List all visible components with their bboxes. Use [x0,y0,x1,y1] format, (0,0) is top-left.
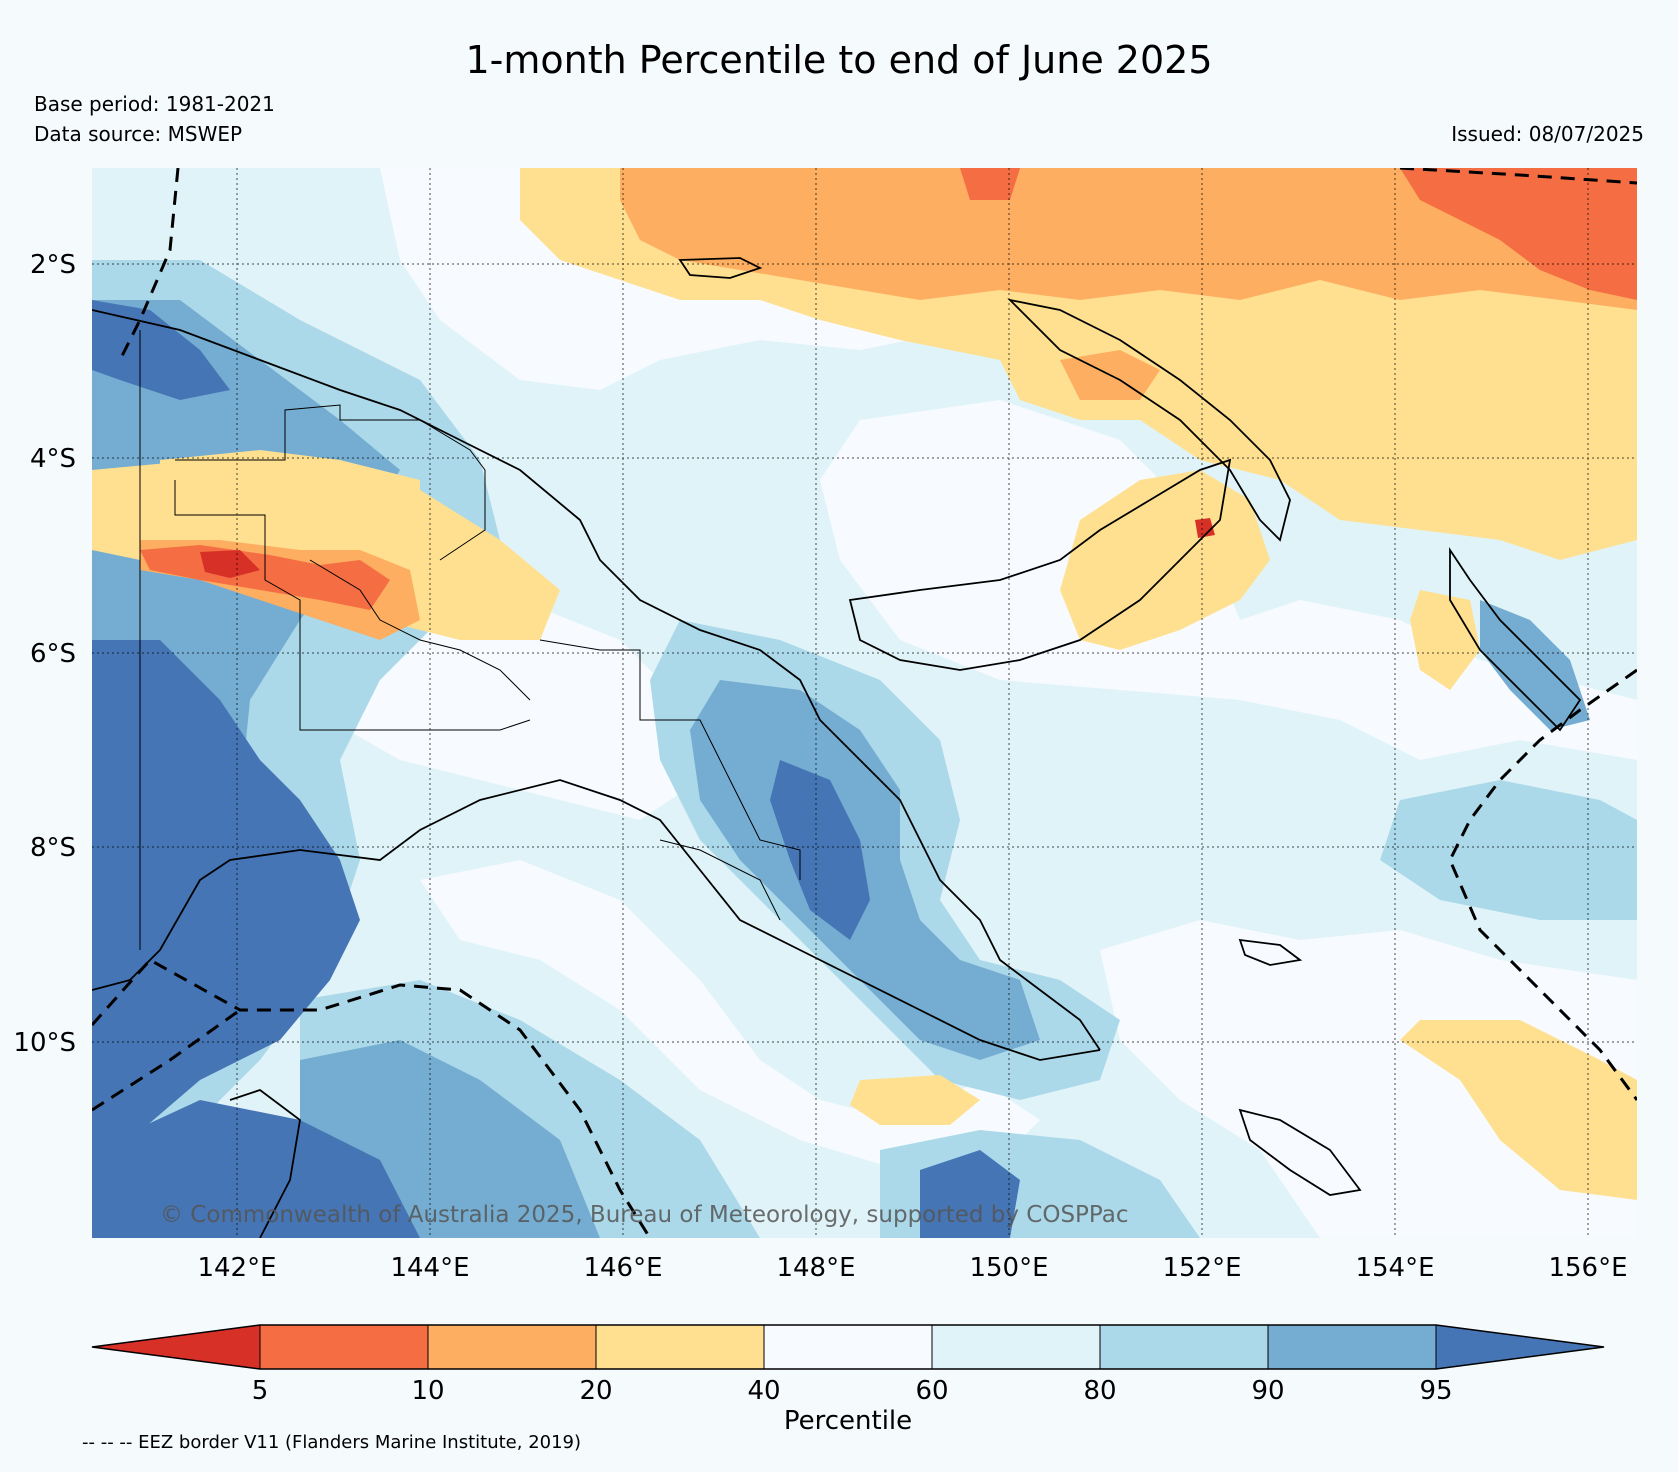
contour-80-90-solomon-sea [1380,780,1637,920]
contour-20-40-bougainville [1410,590,1480,690]
lon-tick-label: 146°E [583,1253,662,1283]
province-border-1 [175,404,486,561]
map-title: 1-month Percentile to end of June 2025 [465,38,1213,82]
latitude-labels: 2°S 4°S 6°S 8°S 10°S [13,250,76,1058]
eez-border-northeast [1399,168,1637,185]
colorbar-tick-label: 60 [915,1376,948,1406]
new-britain-coast [848,458,1232,671]
eez-border-lower-left [92,1008,241,1112]
contour-below-5-highlands [200,550,260,578]
base-period-label: Base period: 1981-2021 [34,92,275,116]
colorbar-tick-label: 90 [1251,1376,1284,1406]
colorbar-extend-high [1436,1325,1604,1369]
contour-95-plus-owen [770,760,870,940]
eez-border-east [1448,668,1637,1101]
colorbar-tick-label: 5 [252,1376,269,1406]
province-borders [139,330,801,950]
colorbar-tick-label: 80 [1083,1376,1116,1406]
contour-20-40-milne [850,1075,980,1125]
colorbar-tick-label: 20 [579,1376,612,1406]
contour-below-5-new-britain [1195,518,1215,538]
contour-95-plus-west-coast [92,300,230,400]
contour-90-95-bougainville [1480,600,1590,730]
bougainville-coast [1449,547,1582,732]
longitude-labels: 142°E 144°E 146°E 148°E 150°E 152°E 154°… [197,1253,1627,1283]
colorbar-tick-labels: 5 10 20 40 60 80 90 95 Percentile [252,1376,1453,1436]
lon-tick-label: 144°E [390,1253,469,1283]
coastlines [92,257,1582,1238]
new-guinea-south-coast [92,779,1101,1061]
map-plot-area: © Commonwealth of Australia 2025, Bureau… [92,168,1637,1238]
eez-borders [92,168,1637,1238]
new-guinea-north-coast [92,309,1101,1051]
colorbar-segment-60-80 [932,1325,1100,1369]
eez-border-footnote: -- -- -- EEZ border V11 (Flanders Marine… [82,1432,582,1453]
torres-strait-islands [229,1088,301,1238]
colorbar-tick-label: 95 [1419,1376,1452,1406]
graticule [92,168,1637,1238]
lon-tick-label: 148°E [776,1253,855,1283]
contour-95-plus-bottom [920,1150,1020,1238]
colorbar-segment-10-20 [428,1325,596,1369]
lon-tick-label: 154°E [1355,1253,1434,1283]
colorbar-segment-80-90 [1100,1325,1268,1369]
colorbar-tick-label: 40 [747,1376,780,1406]
contour-95-plus-torres [92,1100,420,1238]
colorbar-segment-40-60 [764,1325,932,1369]
colorbar-segment-20-40 [596,1325,764,1369]
louisiade-islands [1238,1108,1362,1196]
lat-tick-label: 6°S [30,639,76,669]
contour-20-40-new-britain [1060,470,1270,650]
colorbar-tick-label: 10 [411,1376,444,1406]
colorbar-segment-5-10 [260,1325,428,1369]
province-border-3 [309,559,531,701]
lat-tick-label: 2°S [30,250,76,280]
copyright-notice: © Commonwealth of Australia 2025, Bureau… [160,1202,1129,1228]
province-border-5 [659,839,781,921]
data-source-label: Data source: MSWEP [34,122,243,146]
contour-95-plus-gulf [92,640,360,1160]
colorbar: 5 10 20 40 60 80 90 95 Percentile [91,1324,1605,1436]
lon-tick-label: 142°E [197,1253,276,1283]
lon-tick-label: 156°E [1548,1253,1627,1283]
woodlark-island [1238,938,1303,966]
contour-10-20-north [620,168,1637,310]
province-border-4 [539,639,801,880]
lat-tick-label: 8°S [30,833,76,863]
contour-20-40-southeast [1400,1020,1637,1200]
lon-tick-label: 152°E [1162,1253,1241,1283]
issued-date-label: Issued: 08/07/2025 [1451,122,1644,146]
contour-20-40-left-band [160,450,420,540]
colorbar-segment-90-95 [1268,1325,1436,1369]
eez-border-southwest [92,958,652,1238]
colorbar-dividers [259,1325,1437,1369]
province-border-2 [174,480,531,731]
colorbar-title: Percentile [784,1406,912,1436]
lat-tick-label: 4°S [30,444,76,474]
contour-5-10-northeast [1400,168,1637,300]
lat-tick-label: 10°S [13,1028,76,1058]
lon-tick-label: 150°E [969,1253,1048,1283]
contour-40-60-south [420,860,1040,1170]
contour-40-60-southeast [1100,920,1637,1238]
manus-island [678,257,763,279]
eez-border-west [118,168,180,361]
colorbar-extend-low [92,1325,260,1369]
new-ireland-coast [1007,298,1291,542]
contour-5-10-north [960,168,1020,200]
